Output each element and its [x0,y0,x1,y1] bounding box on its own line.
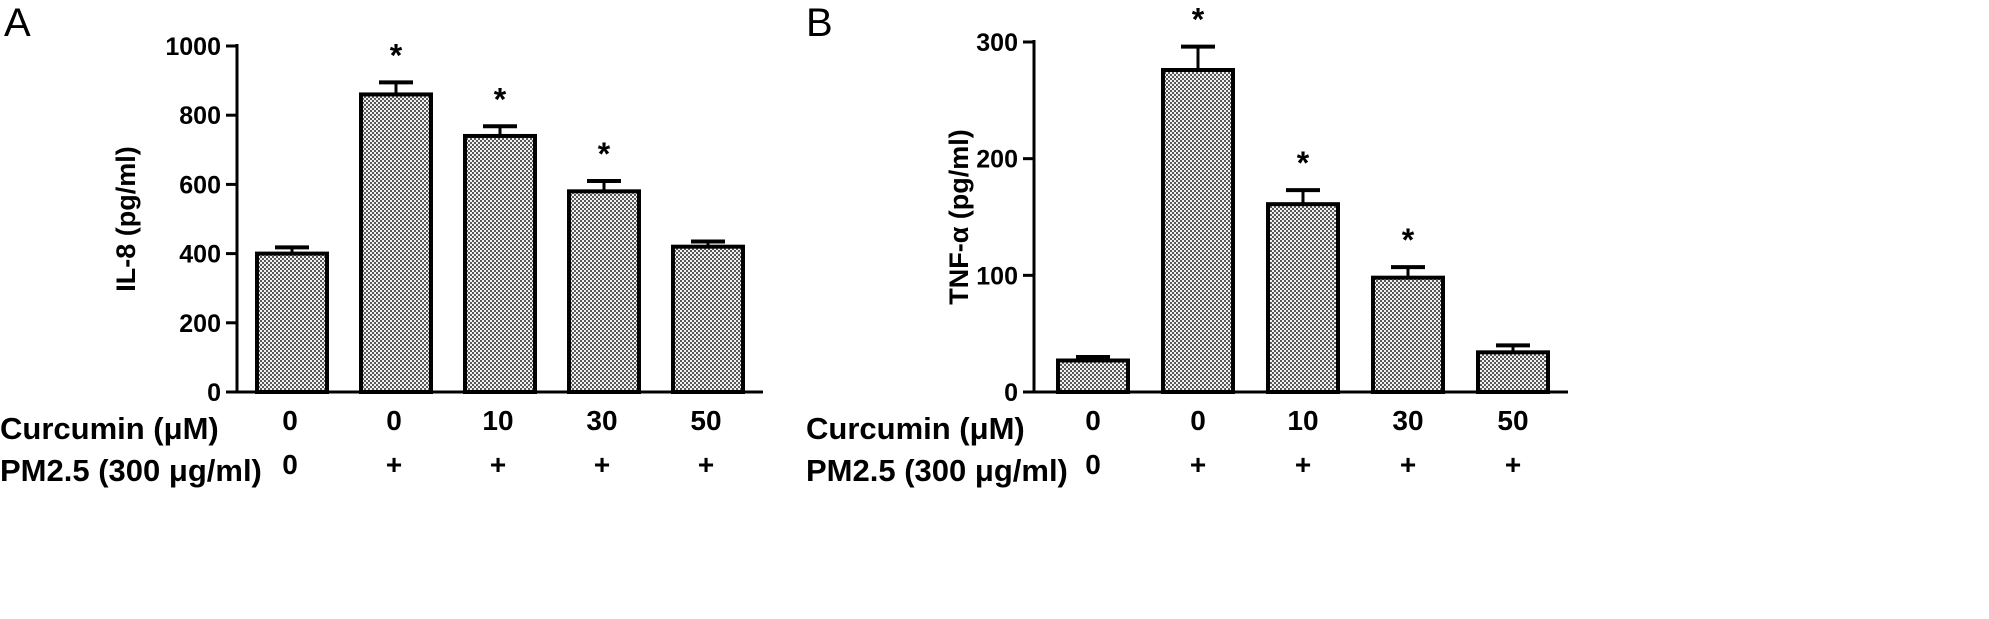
y-tick-label: 0 [207,379,221,407]
pm25-value: + [698,449,714,480]
curcumin-value: 0 [282,405,298,436]
curcumin-value: 30 [1392,405,1423,436]
curcumin-row-label: Curcumin (μM) [806,411,1025,446]
significance-marker: * [494,81,507,117]
significance-marker: * [1297,145,1310,181]
curcumin-value: 0 [386,405,402,436]
y-tick-label: 0 [1004,379,1018,407]
bar [255,251,329,394]
bar [671,244,745,394]
curcumin-value: 10 [1287,405,1318,436]
bar [1056,358,1130,394]
pm25-value: + [1190,449,1206,480]
pm25-value: + [1505,449,1521,480]
significance-marker: * [1192,2,1205,38]
pm25-row-label: PM2.5 (300 μg/ml) [806,453,1068,488]
significance-marker: * [1402,222,1415,258]
bar [1266,202,1340,394]
y-tick-label: 1000 [165,33,221,61]
y-tick-label: 200 [976,146,1018,174]
bar [1371,275,1445,394]
y-axis-label: IL-8 (pg/ml) [111,146,141,291]
pm25-value: + [386,449,402,480]
pm25-value: 0 [282,449,298,480]
bar [567,189,641,394]
y-tick-label: 600 [179,171,221,199]
bar [1161,68,1235,394]
curcumin-value: 0 [1190,405,1206,436]
panel-letter: A [4,1,31,45]
curcumin-value: 50 [1497,405,1528,436]
y-tick-label: 400 [179,241,221,269]
y-tick-label: 200 [179,310,221,338]
y-tick-label: 100 [976,262,1018,290]
bar [359,92,433,394]
bar [463,133,537,395]
pm25-row-label: PM2.5 (300 μg/ml) [0,453,262,488]
panel-letter: B [806,1,833,45]
curcumin-value: 30 [586,405,617,436]
pm25-value: + [594,449,610,480]
bar [1476,350,1550,395]
pm25-value: 0 [1085,449,1101,480]
significance-marker: * [598,136,611,172]
y-tick-label: 300 [976,29,1018,57]
y-axis-label: TNF-α (pg/ml) [944,129,974,305]
panel-b: B 0 100 200 300 TNF-α (pg/ml) 0 0 * 0 + * 10 + * 30 +50 +… [806,1,1568,488]
significance-marker: * [390,37,403,73]
pm25-value: + [1295,449,1311,480]
curcumin-value: 0 [1085,405,1101,436]
curcumin-row-label: Curcumin (μM) [0,411,219,446]
curcumin-value: 50 [690,405,721,436]
pm25-value: + [1400,449,1416,480]
panel-a: A 0 200 400 600 800 1000 IL-8 (pg/ml) 0 0 * 0 + * 10 + *… [0,1,763,488]
y-tick-label: 800 [179,102,221,130]
curcumin-value: 10 [482,405,513,436]
pm25-value: + [490,449,506,480]
